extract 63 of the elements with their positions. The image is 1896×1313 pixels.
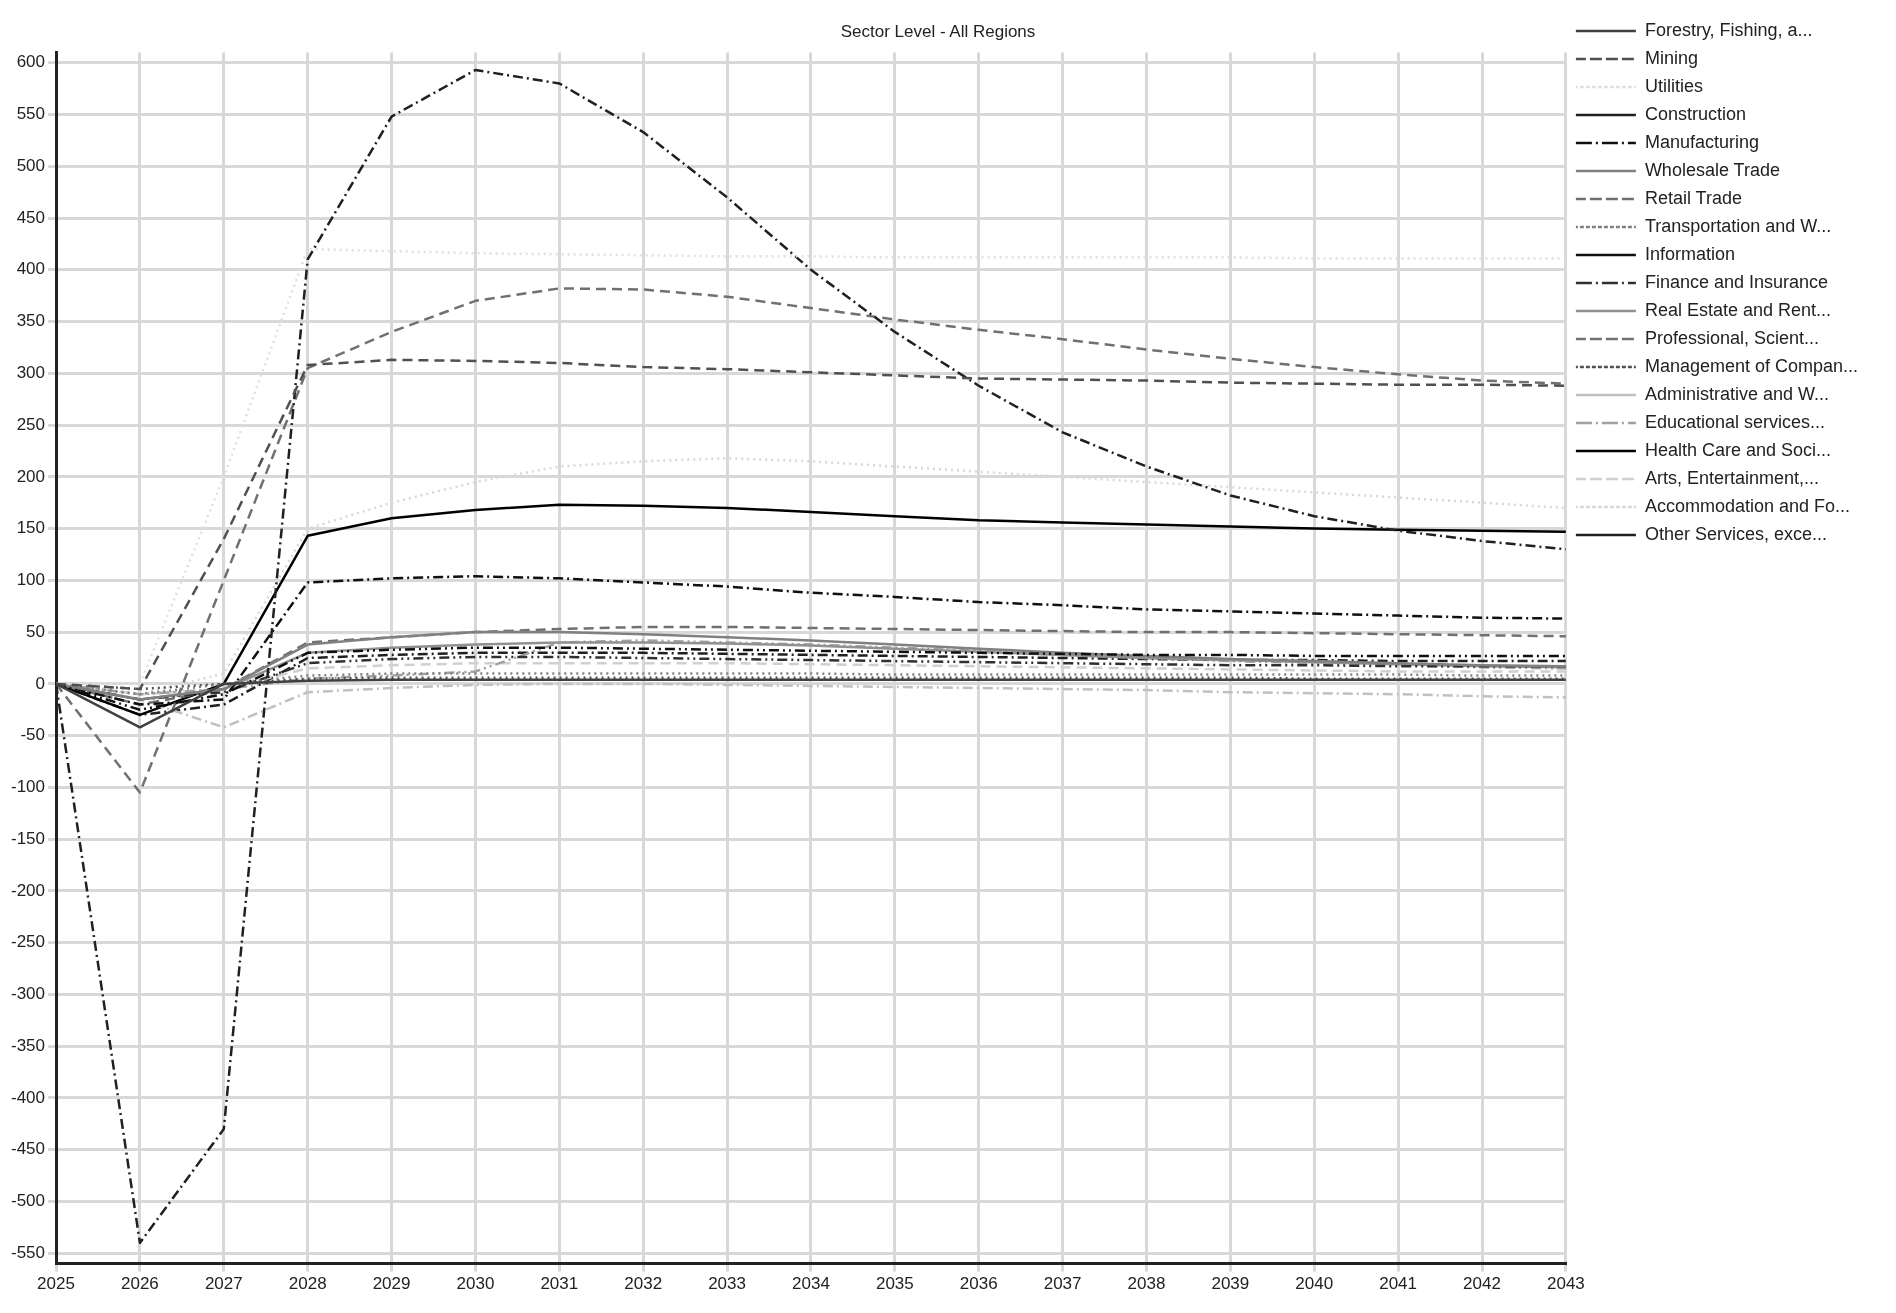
x-tick-label: 2041 xyxy=(1379,1274,1418,1294)
y-tick-label: 550 xyxy=(16,104,46,124)
y-tick-label: 450 xyxy=(16,207,46,227)
x-tick-label: 2033 xyxy=(708,1274,746,1294)
x-tick-label: 2043 xyxy=(1546,1274,1585,1294)
legend-label: Finance and Insurance xyxy=(1644,271,1829,292)
x-tick-label: 2042 xyxy=(1463,1274,1501,1294)
legend-label: Administrative and W... xyxy=(1644,383,1829,404)
x-tick-label: 2027 xyxy=(204,1274,243,1294)
legend-label: Other Services, exce... xyxy=(1644,523,1827,544)
y-tick-label: -550 xyxy=(10,1242,46,1262)
y-tick-label: 600 xyxy=(16,52,46,72)
x-tick-label: 2032 xyxy=(624,1274,663,1294)
y-tick-label: -50 xyxy=(20,725,46,745)
x-tick-label: 2026 xyxy=(120,1274,159,1294)
x-tick-label: 2031 xyxy=(540,1274,579,1294)
y-tick-label: -150 xyxy=(10,828,46,848)
legend-label: Arts, Entertainment,... xyxy=(1644,467,1819,488)
legend-label: Professional, Scient... xyxy=(1644,327,1819,348)
legend-label: Retail Trade xyxy=(1644,187,1742,208)
x-tick-label: 2029 xyxy=(372,1274,411,1294)
y-tick-label: 100 xyxy=(16,570,46,590)
x-tick-label: 2028 xyxy=(288,1274,327,1294)
y-tick-label: -350 xyxy=(10,1035,46,1055)
y-tick-label: -300 xyxy=(10,984,46,1004)
x-tick-label: 2038 xyxy=(1127,1274,1166,1294)
x-tick-label: 2039 xyxy=(1211,1274,1250,1294)
x-tick-label: 2036 xyxy=(959,1274,998,1294)
legend-label: Health Care and Soci... xyxy=(1644,439,1831,460)
x-tick-label: 2035 xyxy=(875,1274,914,1294)
y-tick-label: -100 xyxy=(10,777,46,797)
legend-label: Utilities xyxy=(1644,75,1703,96)
chart-title: Sector Level - All Regions xyxy=(840,21,1036,41)
y-tick-label: -500 xyxy=(10,1191,46,1211)
x-tick-label: 2034 xyxy=(792,1274,830,1294)
legend-label: Real Estate and Rent... xyxy=(1644,299,1831,320)
legend-label: Transportation and W... xyxy=(1644,215,1832,236)
legend-label: Construction xyxy=(1644,103,1746,124)
y-tick-label: 150 xyxy=(16,518,46,538)
legend-label: Manufacturing xyxy=(1644,131,1759,152)
legend-label: Mining xyxy=(1644,47,1698,68)
legend-label: Forestry, Fishing, a... xyxy=(1644,19,1813,40)
y-tick-label: 0 xyxy=(35,673,46,693)
y-tick-label: 350 xyxy=(16,311,46,331)
y-tick-label: 400 xyxy=(16,259,46,279)
y-tick-label: 50 xyxy=(26,621,46,641)
x-tick-label: 2040 xyxy=(1295,1274,1334,1294)
legend-label: Information xyxy=(1644,243,1735,264)
y-tick-label: 250 xyxy=(16,414,46,434)
y-tick-label: 300 xyxy=(16,363,46,382)
legend-label: Educational services... xyxy=(1644,411,1825,432)
y-tick-label: -400 xyxy=(10,1087,46,1107)
y-tick-label: -200 xyxy=(10,880,46,900)
y-tick-label: 200 xyxy=(16,466,46,486)
x-tick-label: 2037 xyxy=(1043,1274,1082,1294)
legend-label: Accommodation and Fo... xyxy=(1644,495,1850,516)
x-tick-label: 2030 xyxy=(456,1274,495,1294)
legend-label: Wholesale Trade xyxy=(1644,159,1780,180)
legend-label: Management of Compan... xyxy=(1644,355,1859,376)
y-tick-label: -450 xyxy=(10,1139,46,1159)
y-tick-label: -250 xyxy=(10,932,46,952)
y-tick-label: 500 xyxy=(16,155,46,175)
x-tick-label: 2025 xyxy=(37,1274,75,1294)
